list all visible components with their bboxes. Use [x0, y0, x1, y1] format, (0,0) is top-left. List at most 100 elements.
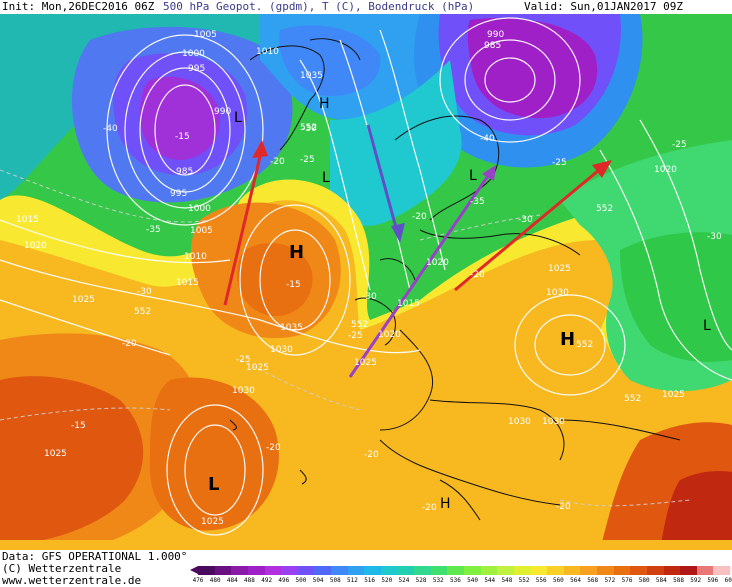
isobar-label: 1025	[201, 517, 224, 527]
scale-swatch	[530, 566, 548, 575]
isobar-label: 1025	[354, 358, 377, 368]
scale-label: 544	[484, 577, 496, 584]
copyright-text: (C) Wetterzentrale	[2, 562, 122, 575]
color-region	[0, 376, 144, 545]
isobar-label: 1030	[508, 417, 531, 427]
isobar-label: 1005	[194, 30, 217, 40]
scale-swatch	[247, 566, 265, 575]
temperature-label: -25	[300, 155, 315, 165]
scale-swatch	[231, 566, 248, 575]
temperature-label: -15	[286, 280, 301, 290]
isobar-label: 1035	[300, 71, 323, 81]
isotherm-lines	[0, 169, 691, 507]
arrow-line	[454, 163, 606, 292]
temperature-label: -30	[707, 232, 722, 242]
isobar-label: 1030	[542, 417, 565, 427]
isobar-label: 1035	[280, 323, 303, 333]
isohypse-label: 552	[596, 204, 613, 214]
scale-swatch	[480, 566, 498, 575]
weather-map: H L H H H L L L L 1005 1000 995 990 985 …	[0, 14, 732, 550]
scale-label: 528	[415, 577, 427, 584]
scale-swatch	[464, 566, 481, 575]
scale-label: 484	[226, 577, 238, 584]
isohypse-label: 552	[134, 307, 151, 317]
scale-label: 576	[621, 577, 633, 584]
scale-swatch	[696, 566, 714, 575]
isobar-label: 1000	[188, 204, 211, 214]
scale-swatch	[680, 566, 697, 575]
temperature-label: -30	[362, 292, 377, 302]
low-pressure-label: L	[703, 318, 711, 334]
high-pressure-label: H	[440, 496, 451, 512]
scale-swatch	[563, 566, 581, 575]
isobar-label: 1020	[654, 165, 677, 175]
temperature-label: -15	[175, 132, 190, 142]
scale-label: 580	[638, 577, 650, 584]
scale-label: 504	[312, 577, 324, 584]
temperature-label: -25	[552, 158, 567, 168]
isobar-label: 1010	[256, 47, 279, 57]
scale-swatch	[497, 566, 514, 575]
trajectory-arrows	[223, 124, 612, 378]
isohypse-label: 552	[300, 123, 317, 133]
pressure-symbols-small: H L L L L	[234, 96, 711, 334]
arrow-line	[348, 172, 492, 378]
scale-swatch	[447, 566, 464, 575]
isobar-labels: 1005 1000 995 990 985 1010 1015 1020 102…	[16, 30, 685, 527]
pressure-symbols: H L H H	[208, 242, 575, 512]
temperature-label: -40	[103, 124, 118, 134]
color-scale-legend: 476 480 484 488 492 496 500 504 508 512 516 520 524 5…	[190, 566, 732, 587]
scale-swatch	[214, 566, 232, 575]
website-link[interactable]: www.wetterzentrale.de	[2, 574, 142, 587]
arrow-line	[366, 124, 400, 236]
scale-label: 496	[278, 577, 290, 584]
scale-label: 588	[673, 577, 684, 584]
color-scale-labels: 476 480 484 488 492 496 500 504 508 512 516 520 524 5…	[193, 577, 732, 586]
scale-label: 556	[535, 577, 547, 584]
scale-label: 552	[518, 577, 530, 584]
isobar-label: 1020	[24, 241, 47, 251]
isobar-label: 995	[170, 189, 187, 199]
scale-label: 500	[295, 577, 307, 584]
temperature-label: -15	[71, 421, 86, 431]
scale-label: 476	[192, 577, 204, 584]
high-pressure-label: H	[319, 96, 330, 112]
data-source-text: Data: GFS OPERATIONAL 1.000°	[2, 550, 188, 563]
isobar-label: 1030	[232, 386, 255, 396]
isobar-label: 990	[214, 107, 231, 117]
scale-swatch	[513, 566, 531, 575]
temperature-label: -35	[470, 197, 485, 207]
init-time: Init: Mon,26DEC2016 06Z	[2, 0, 155, 13]
temperature-label: -20	[270, 157, 285, 167]
scale-swatch	[713, 566, 730, 575]
arrow-head-icon	[252, 140, 268, 158]
isobar-label: 1030	[270, 345, 293, 355]
map-header: Init: Mon,26DEC2016 06Z 500 hPa Geopot. …	[0, 0, 732, 14]
arrow-head-icon	[482, 165, 496, 181]
scale-swatch	[331, 566, 348, 575]
isobar-label: 1005	[190, 226, 213, 236]
temperature-label: -20	[412, 212, 427, 222]
color-region	[150, 377, 279, 531]
low-pressure-label: L	[208, 474, 219, 495]
map-title: 500 hPa Geopot. (gpdm), T (C), Bodendruc…	[163, 0, 475, 13]
color-region	[467, 17, 598, 119]
isobar-label: 1020	[426, 258, 449, 268]
arrow-line	[223, 147, 264, 306]
scale-swatch	[414, 566, 431, 575]
temperature-label: -30	[302, 124, 317, 134]
scale-label: 600	[724, 577, 732, 584]
scale-swatch	[397, 566, 415, 575]
arrow-head-icon	[391, 223, 405, 243]
color-scale-bar	[198, 566, 730, 575]
scale-label: 492	[261, 577, 273, 584]
scale-swatch	[347, 566, 365, 575]
scale-label: 568	[587, 577, 599, 584]
scale-label: 532	[432, 577, 444, 584]
isohypse-label: 552	[624, 394, 641, 404]
isobar-label: 1010	[184, 252, 207, 262]
temperature-label: -20	[422, 503, 437, 513]
isohypse-labels: 552 552 552 552 552 552	[134, 123, 641, 404]
scale-swatch	[281, 566, 298, 575]
scale-label: 564	[570, 577, 581, 584]
